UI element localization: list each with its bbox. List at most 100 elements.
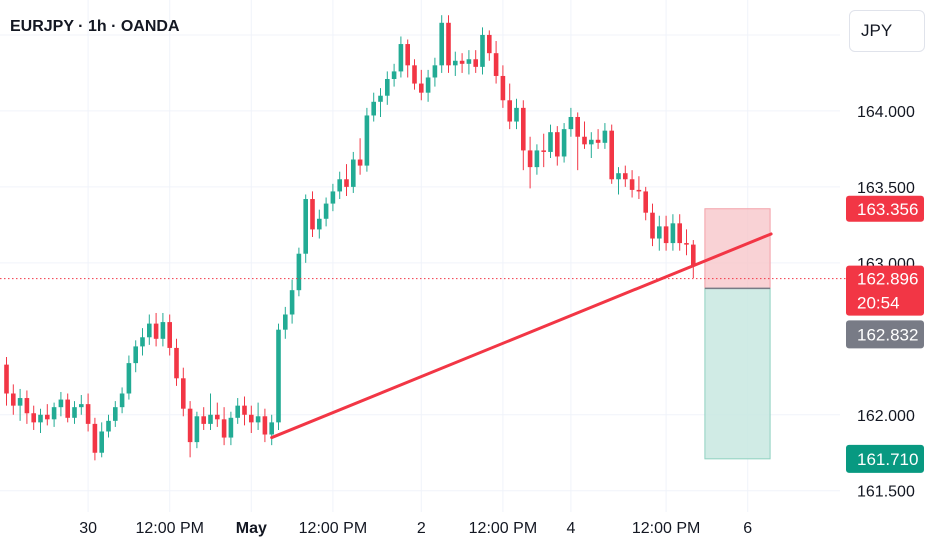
price-axis[interactable]: 164.500164.000163.500163.000162.000161.5… [857,28,915,501]
candle-body [72,407,77,418]
stop-price-label: 163.356 [846,195,924,222]
candle [453,51,458,76]
candle [385,71,390,105]
candle-body [446,22,451,66]
candle-body [310,199,315,230]
candle [38,408,43,433]
candle [24,390,30,424]
candle [493,41,499,84]
candle [602,123,608,149]
price-tick-label: 161.500 [857,484,915,501]
time-tick-label: 12:00 PM [632,520,700,537]
candle-body [473,59,478,67]
candle [51,402,57,427]
candle-body [371,101,376,116]
candle [17,388,23,421]
candle [650,203,655,247]
candle [541,133,546,168]
candle [303,194,308,263]
candle-body [174,347,179,379]
candle [58,391,64,417]
candle-body [466,59,472,64]
candle [283,306,288,339]
candle [575,112,580,171]
candle-body [31,413,36,423]
candle-body [419,83,424,93]
entry-price-text: 162.832 [857,325,918,344]
candle-body [514,107,519,122]
candle-body [357,159,363,166]
candle [113,401,118,427]
candle [507,83,512,130]
candle-body [405,44,410,66]
price-tick-label: 163.500 [857,180,915,197]
candle-body [670,223,676,244]
candle-body [255,416,261,423]
candle [85,393,91,432]
candle-body [330,191,336,204]
candle-body [119,393,125,408]
candle-body [657,226,662,239]
candle-body [160,322,166,339]
candle [208,393,213,430]
entry-price-label-background [846,320,924,349]
currency-button[interactable]: JPY [849,10,925,52]
candle-body [663,226,669,244]
candle [140,328,145,356]
current-price-label-background [846,265,924,316]
candle-body [38,414,43,423]
candle [167,314,172,356]
candle [561,123,567,163]
candle-body [153,323,159,339]
candle [378,88,383,117]
candle-body [337,179,342,192]
candle [487,30,492,61]
candle-body [228,417,234,438]
candle [153,312,159,347]
candle-body [181,378,186,409]
current-price-text: 162.896 [857,270,918,289]
candle [351,151,356,193]
candle-body [147,323,152,338]
candle [459,53,465,73]
candle-body [85,404,91,424]
candle-body [500,75,506,101]
candle [228,411,234,446]
candle [296,247,302,297]
candle [548,124,553,159]
candle-body [92,423,98,453]
candle-body [58,399,64,408]
target-price-label-background [846,444,924,473]
trendline[interactable] [270,232,773,440]
candle-body [609,130,614,180]
candle [432,57,438,87]
candle [119,387,125,414]
candle-body [201,416,206,424]
candle [439,15,444,73]
candle [527,136,533,189]
candle-body [215,414,220,420]
take-profit-zone[interactable] [704,287,771,460]
candle [595,129,601,149]
candle-body [249,414,254,423]
candle [45,404,50,426]
candle [337,171,342,200]
candle-body [493,53,499,76]
candle-body [296,253,302,291]
time-axis: 30 12:00 PM May 12:00 PM 2 12:00 PM 4 12:00 PM 6 [79,520,752,537]
candle-body [208,414,213,424]
candle [317,209,322,239]
candle-body [629,179,635,190]
candle [330,183,336,212]
candle [473,50,478,73]
candle [99,422,104,458]
candle-body [317,218,322,230]
candle [65,393,70,423]
candle [187,401,193,458]
stop-price-label-background [846,195,924,222]
candle-body [242,405,247,415]
candle [684,229,689,256]
candle-body [283,314,288,330]
price-tick-label: 164.000 [857,104,915,121]
